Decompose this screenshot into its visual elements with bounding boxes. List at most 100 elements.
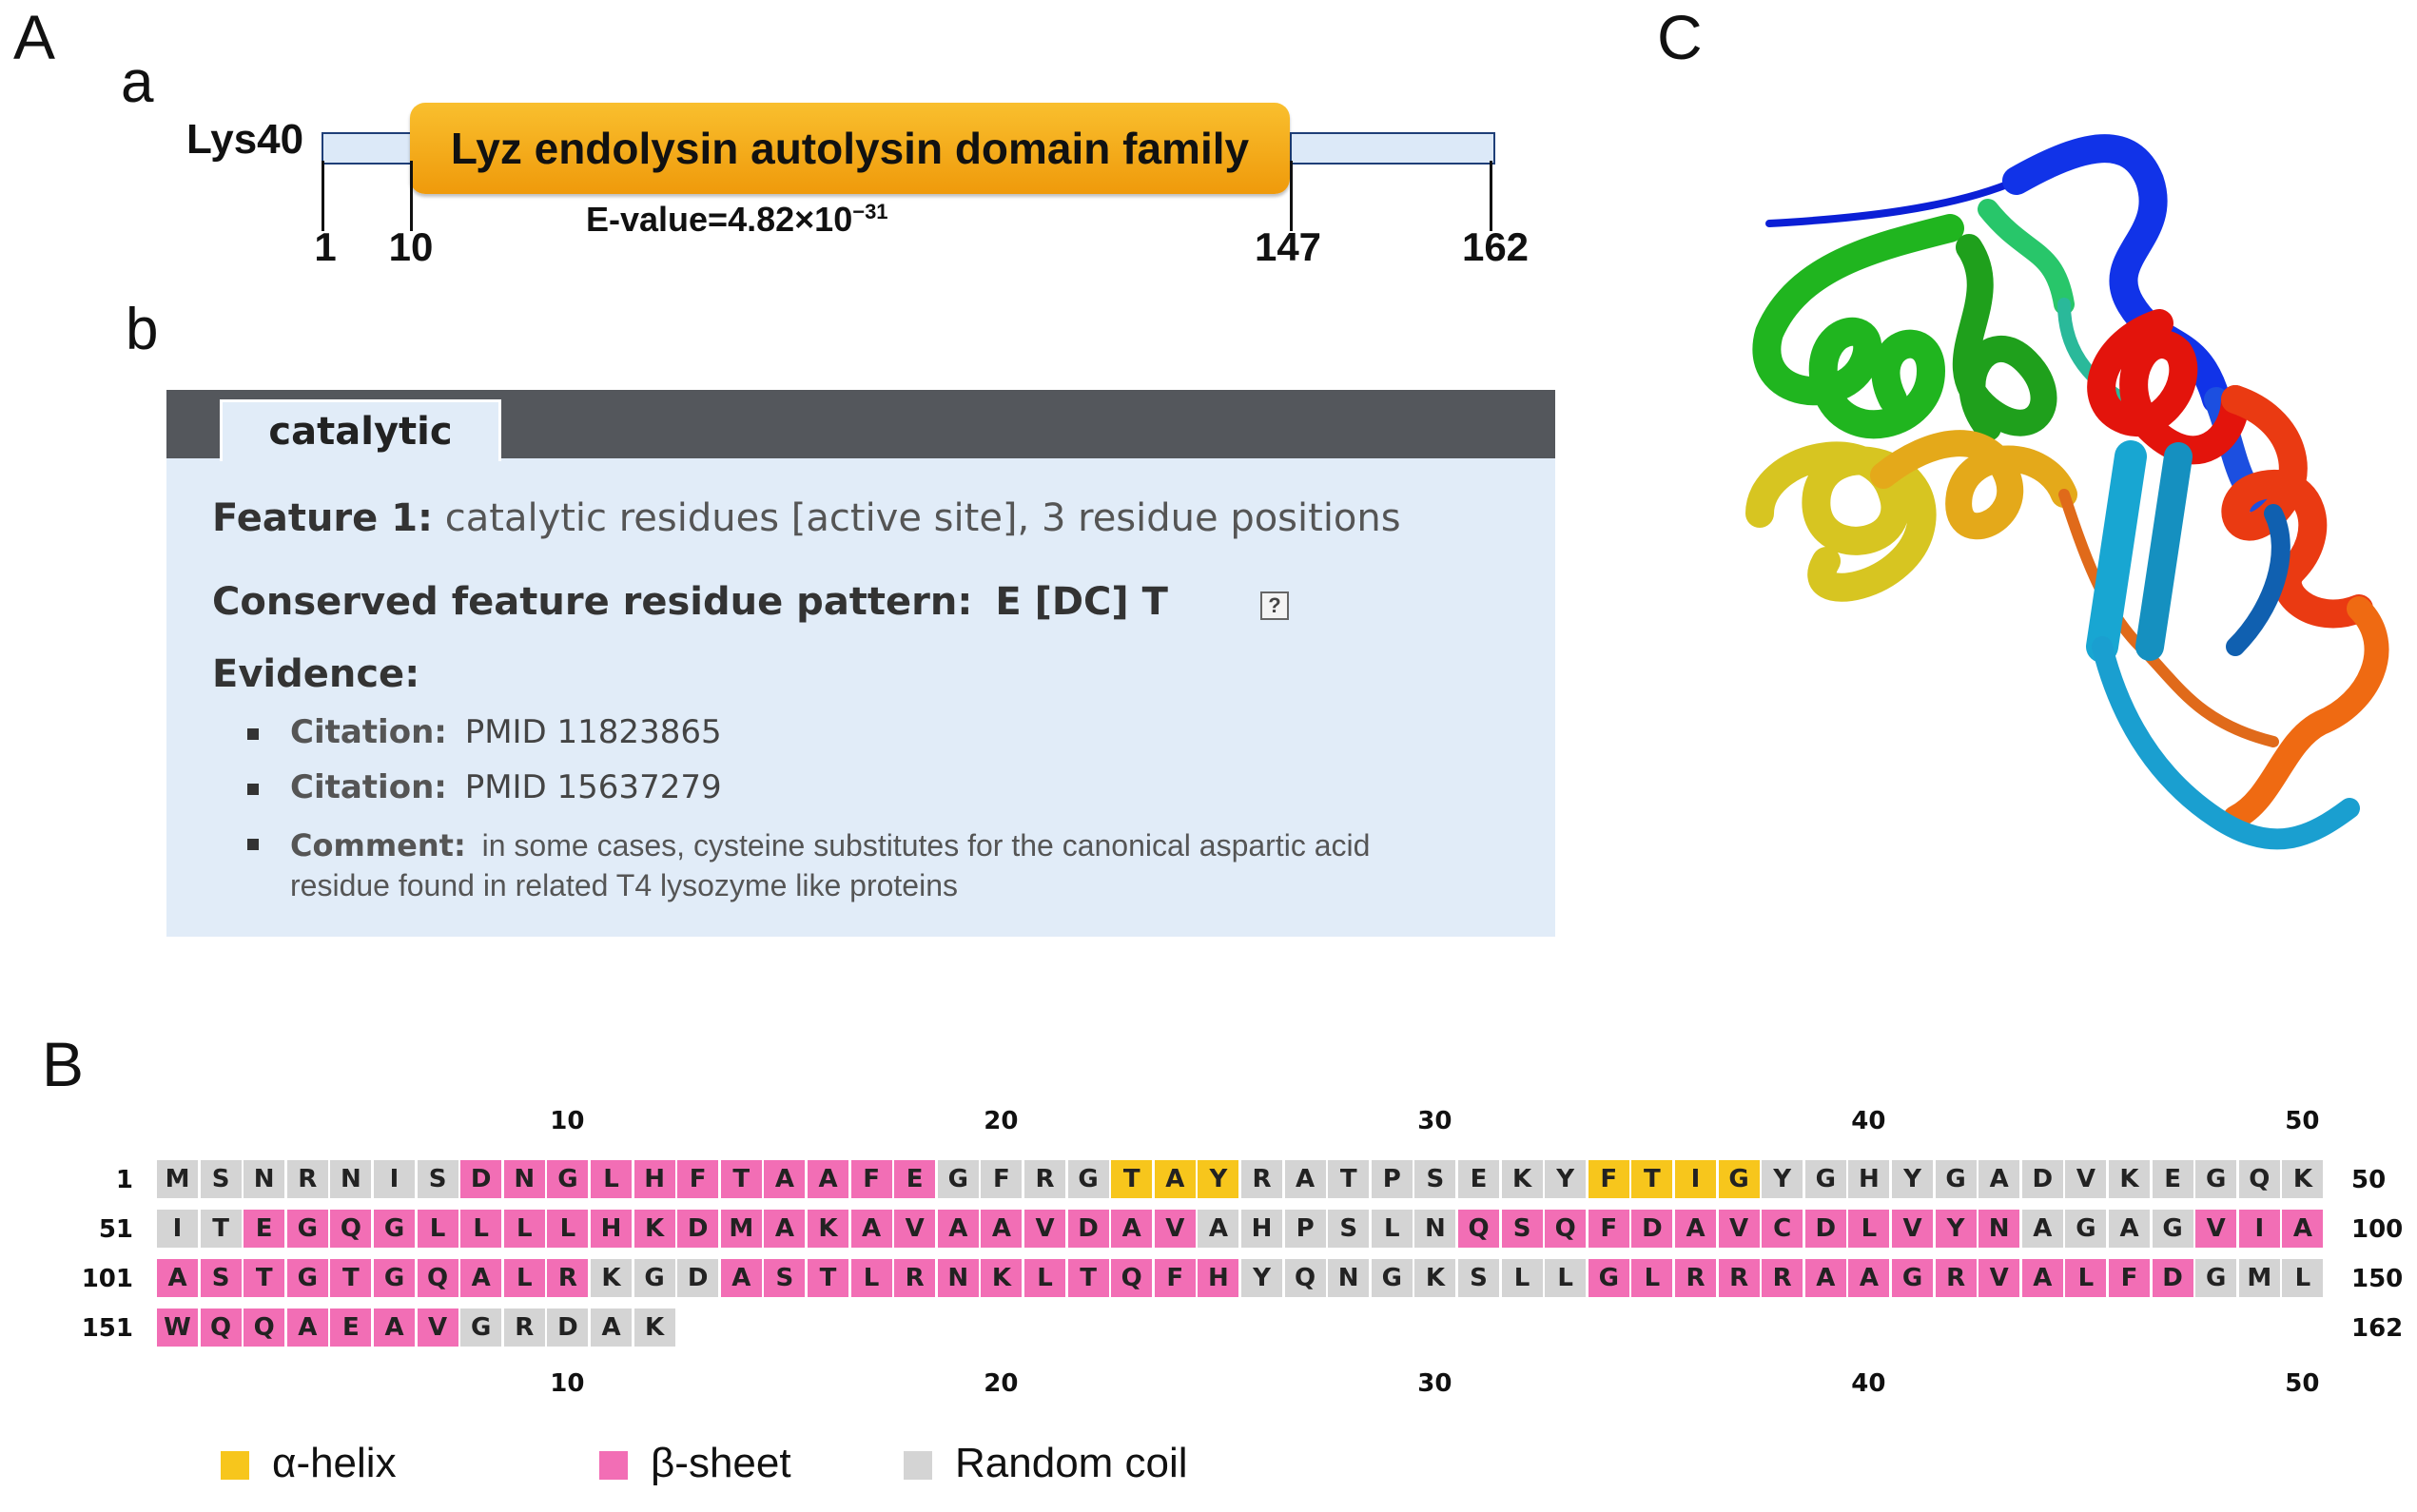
residue-cell: G [633,1259,675,1297]
residue-cell: E [244,1210,285,1248]
residue-cell: G [1935,1160,1977,1198]
residue-cell: T [808,1259,848,1297]
residue-cell: R [1241,1160,1282,1198]
pattern-value: E [DC] T [995,580,1168,624]
residue-cell: S [1501,1210,1543,1248]
residue-cell: D [1631,1210,1673,1248]
residue-cell: Q [1458,1210,1499,1248]
residue-cell: V [894,1210,936,1248]
residue-cell: R [894,1259,936,1297]
residue-cell: A [1848,1259,1890,1297]
residue-cell: L [547,1210,589,1248]
residue-cell: A [2282,1210,2324,1248]
residue-cell: R [1762,1259,1803,1297]
evidence-item: Comment: in some cases, cysteine substit… [290,827,1371,902]
c-terminal-flank [1290,132,1495,165]
residue-cell: A [808,1160,848,1198]
ruler-label: 10 [550,1369,585,1398]
n-terminal-flank [322,132,414,165]
residue-cell: G [2195,1259,2237,1297]
tick-1 [322,161,324,231]
residue-cell: S [1458,1259,1499,1297]
row-end-number: 100 [2351,1215,2404,1244]
residue-cell: S [417,1160,458,1198]
ruler-label: 50 [2285,1369,2320,1398]
position-label: 1 [314,224,337,269]
residue-cell: F [677,1160,719,1198]
feature-title: Feature 1: [212,496,434,540]
residue-cell: N [1328,1259,1370,1297]
residue-cell: Q [2238,1160,2280,1198]
residue-cell: L [503,1210,545,1248]
residue-cell: N [937,1259,979,1297]
residue-cell: H [1848,1160,1890,1198]
residue-cell: A [764,1160,806,1198]
ruler-label: 10 [550,1107,585,1135]
residue-cell: R [286,1160,328,1198]
legend-swatch [904,1451,932,1480]
residue-cell: L [1545,1259,1587,1297]
residue-cell: D [1804,1210,1846,1248]
residue-cell: Q [200,1308,242,1347]
residue-cell: V [2065,1160,2107,1198]
ruler-label: 20 [984,1369,1019,1398]
residue-cell: L [591,1160,632,1198]
residue-cell: A [1111,1210,1153,1248]
residue-cell: K [591,1259,632,1297]
residue-cell: Q [1545,1210,1587,1248]
position-label: 147 [1254,224,1322,269]
residue-cell: F [1154,1259,1196,1297]
residue-cell: N [330,1160,372,1198]
evidence-item: Citation: PMID 15637279 [290,768,722,806]
residue-cell: G [460,1308,502,1347]
tab-catalytic[interactable]: catalytic [220,399,501,461]
domain-architecture: Lys40 Lyz endolysin autolysin domain fam… [0,0,1617,314]
residue-cell: A [981,1210,1023,1248]
residue-cell: K [2282,1160,2324,1198]
residue-cell: V [1718,1210,1760,1248]
residue-cell: S [1414,1160,1456,1198]
residue-cell: L [1631,1259,1673,1297]
residue-cell: Y [1892,1160,1933,1198]
residue-cell: L [850,1259,892,1297]
residue-cell: A [1675,1210,1716,1248]
residue-cell: H [633,1160,675,1198]
residue-cell: T [1631,1160,1673,1198]
residue-cell: E [330,1308,372,1347]
residue-cell: G [1588,1259,1629,1297]
residue-cell: S [200,1160,242,1198]
residue-cell: G [1892,1259,1933,1297]
residue-cell: N [244,1160,285,1198]
residue-cell: I [2238,1210,2280,1248]
residue-cell: T [720,1160,762,1198]
bullet-icon [247,784,259,795]
residue-cell: R [1935,1259,1977,1297]
residue-cell: A [460,1259,502,1297]
residue-cell: A [937,1210,979,1248]
tick-162 [1490,161,1492,231]
evidence-item: Citation: PMID 11823865 [290,713,722,751]
legend-label: α-helix [272,1440,397,1486]
residue-cell: P [1284,1210,1326,1248]
residue-cell: G [2152,1210,2193,1248]
residue-cell: R [503,1308,545,1347]
legend-swatch [221,1451,249,1480]
residue-cell: Y [1935,1210,1977,1248]
ruler-label: 30 [1417,1107,1452,1135]
residue-cell: G [1718,1160,1760,1198]
residue-cell: Q [330,1210,372,1248]
evalue-label: E-value=4.82×10−31 [586,200,888,239]
residue-cell: K [633,1308,675,1347]
residue-cell: F [981,1160,1023,1198]
residue-cell: S [1328,1210,1370,1248]
residue-cell: I [157,1210,198,1248]
residue-cell: A [591,1308,632,1347]
residue-cell: Q [1111,1259,1153,1297]
residue-cell: Q [1284,1259,1326,1297]
evidence-label: Evidence: [212,652,420,696]
residue-cell: H [1198,1259,1239,1297]
help-icon[interactable]: ? [1260,591,1289,620]
residue-cell: V [1024,1210,1065,1248]
residue-cell: V [2195,1210,2237,1248]
